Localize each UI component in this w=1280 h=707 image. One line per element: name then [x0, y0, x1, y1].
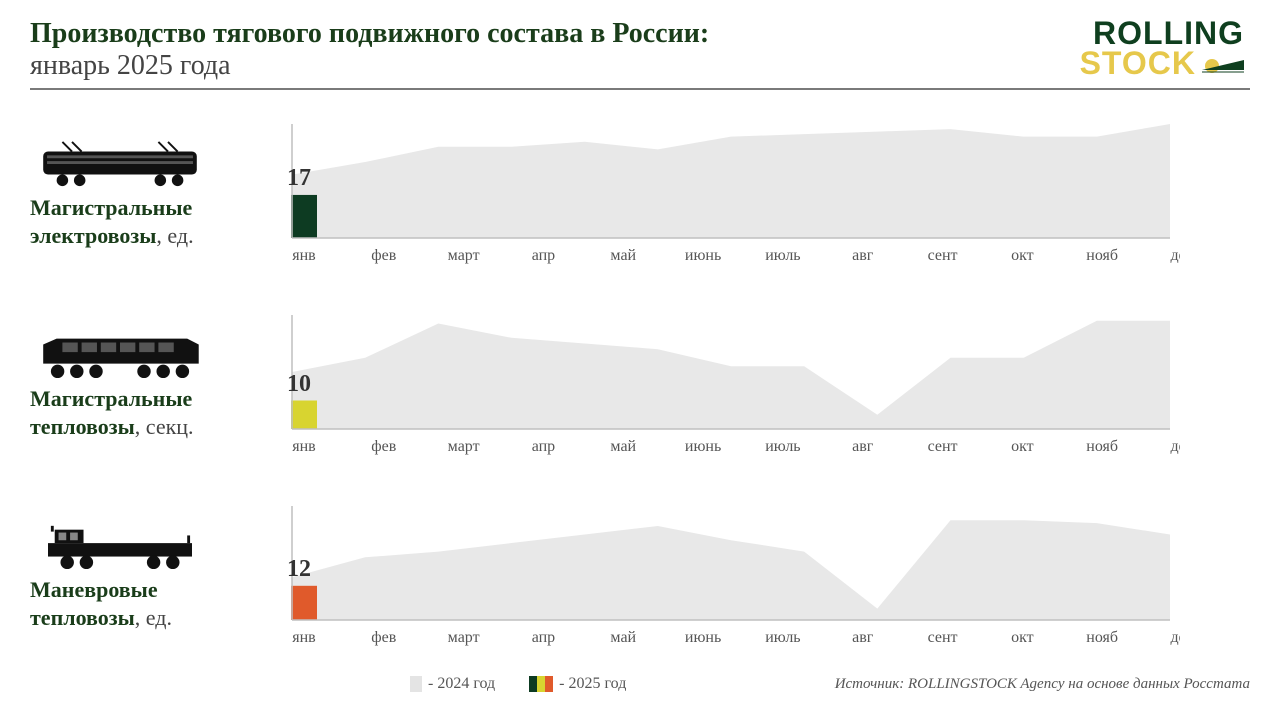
- logo-bottom: STOCK: [1080, 48, 1196, 78]
- svg-text:сент: сент: [928, 438, 958, 455]
- label-text-shunting: Маневровыетепловозы, ед.: [30, 576, 272, 631]
- chart-col-shunting: 12 янв фев март апр май июнь июль авг сент окт ноя…: [280, 500, 1250, 655]
- svg-text:март: март: [448, 629, 480, 646]
- chart-row-mainline-diesel: Магистральныетепловозы, секц. 10 янв фев м…: [30, 309, 1250, 464]
- svg-text:нояб: нояб: [1086, 438, 1118, 455]
- svg-text:окт: окт: [1011, 629, 1034, 646]
- svg-text:март: март: [448, 247, 480, 264]
- svg-text:фев: фев: [371, 629, 396, 646]
- svg-text:сент: сент: [928, 247, 958, 264]
- svg-text:май: май: [610, 629, 636, 646]
- label-text-electric: Магистральныеэлектровозы, ед.: [30, 194, 272, 249]
- svg-text:нояб: нояб: [1086, 247, 1118, 264]
- logo-top: ROLLING: [1093, 18, 1244, 48]
- svg-text:янв: янв: [292, 629, 316, 646]
- svg-text:июнь: июнь: [685, 629, 721, 646]
- svg-text:дек: дек: [1170, 247, 1180, 264]
- legend-fg-label: - 2025 год: [559, 675, 626, 693]
- logo: ROLLING STOCK: [1080, 18, 1250, 79]
- chart-row-electric: Магистральныеэлектровозы, ед. 17 янв фев м…: [30, 118, 1250, 273]
- svg-text:дек: дек: [1170, 438, 1180, 455]
- svg-text:апр: апр: [532, 247, 555, 264]
- chart-svg-shunting: янв фев март апр май июнь июль авг сент окт нояб де…: [280, 500, 1180, 650]
- legend-bg-label: - 2024 год: [428, 675, 495, 693]
- svg-text:окт: окт: [1011, 438, 1034, 455]
- chart-col-electric: 17 янв фев март апр май июнь июль авг сент окт ноя…: [280, 118, 1250, 273]
- label-col-electric: Магистральныеэлектровозы, ед.: [30, 140, 280, 273]
- chart-col-mainline-diesel: 10 янв фев март апр май июнь июль авг сент окт ноя…: [280, 309, 1250, 464]
- title-bold: Производство тягового подвижного состава…: [30, 18, 1080, 50]
- svg-text:авг: авг: [852, 247, 874, 264]
- mainline-diesel-train-icon: [30, 331, 272, 379]
- svg-text:фев: фев: [371, 438, 396, 455]
- area-2024-mainline-diesel: [292, 321, 1170, 429]
- title-block: Производство тягового подвижного состава…: [30, 18, 1080, 82]
- charts-container: Магистральныеэлектровозы, ед. 17 янв фев м…: [30, 118, 1250, 655]
- legend-bg-swatch: [410, 676, 422, 692]
- svg-text:янв: янв: [292, 438, 316, 455]
- chart-shunting: 12 янв фев март апр май июнь июль авг сент окт ноя…: [280, 500, 1250, 655]
- svg-text:май: май: [610, 247, 636, 264]
- svg-text:авг: авг: [852, 438, 874, 455]
- svg-text:дек: дек: [1170, 629, 1180, 646]
- svg-text:май: май: [610, 438, 636, 455]
- svg-text:июль: июль: [765, 438, 800, 455]
- chart-svg-mainline-diesel: янв фев март апр май июнь июль авг сент окт нояб де…: [280, 309, 1180, 459]
- svg-text:нояб: нояб: [1086, 629, 1118, 646]
- bar-2025-shunting: [291, 586, 317, 620]
- svg-text:окт: окт: [1011, 247, 1034, 264]
- svg-text:янв: янв: [292, 247, 316, 264]
- footer: - 2024 год - 2025 год Источник: ROLLINGS…: [30, 675, 1250, 693]
- logo-train-icon: [1200, 52, 1244, 74]
- value-label-mainline-diesel: 10: [287, 371, 311, 398]
- svg-text:фев: фев: [371, 247, 396, 264]
- label-col-mainline-diesel: Магистральныетепловозы, секц.: [30, 331, 280, 464]
- header: Производство тягового подвижного состава…: [30, 18, 1250, 90]
- area-2024-shunting: [292, 520, 1170, 620]
- legend: - 2024 год - 2025 год: [410, 675, 626, 693]
- svg-text:июнь: июнь: [685, 247, 721, 264]
- value-label-electric: 17: [287, 165, 311, 192]
- legend-2025: - 2025 год: [529, 675, 626, 693]
- bar-2025-mainline-diesel: [291, 401, 317, 430]
- area-2024-electric: [292, 124, 1170, 238]
- title-light: январь 2025 года: [30, 50, 1080, 82]
- svg-text:авг: авг: [852, 629, 874, 646]
- label-text-mainline-diesel: Магистральныетепловозы, секц.: [30, 385, 272, 440]
- legend-2024: - 2024 год: [410, 675, 495, 693]
- chart-row-shunting: Маневровыетепловозы, ед. 12 янв фев март ап…: [30, 500, 1250, 655]
- svg-text:июль: июль: [765, 247, 800, 264]
- chart-svg-electric: янв фев март апр май июнь июль авг сент окт нояб де…: [280, 118, 1180, 268]
- svg-text:июнь: июнь: [685, 438, 721, 455]
- source-text: Источник: ROLLINGSTOCK Agency на основе …: [835, 676, 1250, 693]
- svg-text:апр: апр: [532, 438, 555, 455]
- svg-text:сент: сент: [928, 629, 958, 646]
- shunting-train-icon: [30, 522, 272, 570]
- electric-train-icon: [30, 140, 272, 188]
- chart-electric: 17 янв фев март апр май июнь июль авг сент окт ноя…: [280, 118, 1250, 273]
- bar-2025-electric: [291, 195, 317, 238]
- svg-text:июль: июль: [765, 629, 800, 646]
- legend-fg-swatches: [529, 676, 553, 692]
- chart-mainline-diesel: 10 янв фев март апр май июнь июль авг сент окт ноя…: [280, 309, 1250, 464]
- svg-text:апр: апр: [532, 629, 555, 646]
- svg-text:март: март: [448, 438, 480, 455]
- label-col-shunting: Маневровыетепловозы, ед.: [30, 522, 280, 655]
- value-label-shunting: 12: [287, 556, 311, 583]
